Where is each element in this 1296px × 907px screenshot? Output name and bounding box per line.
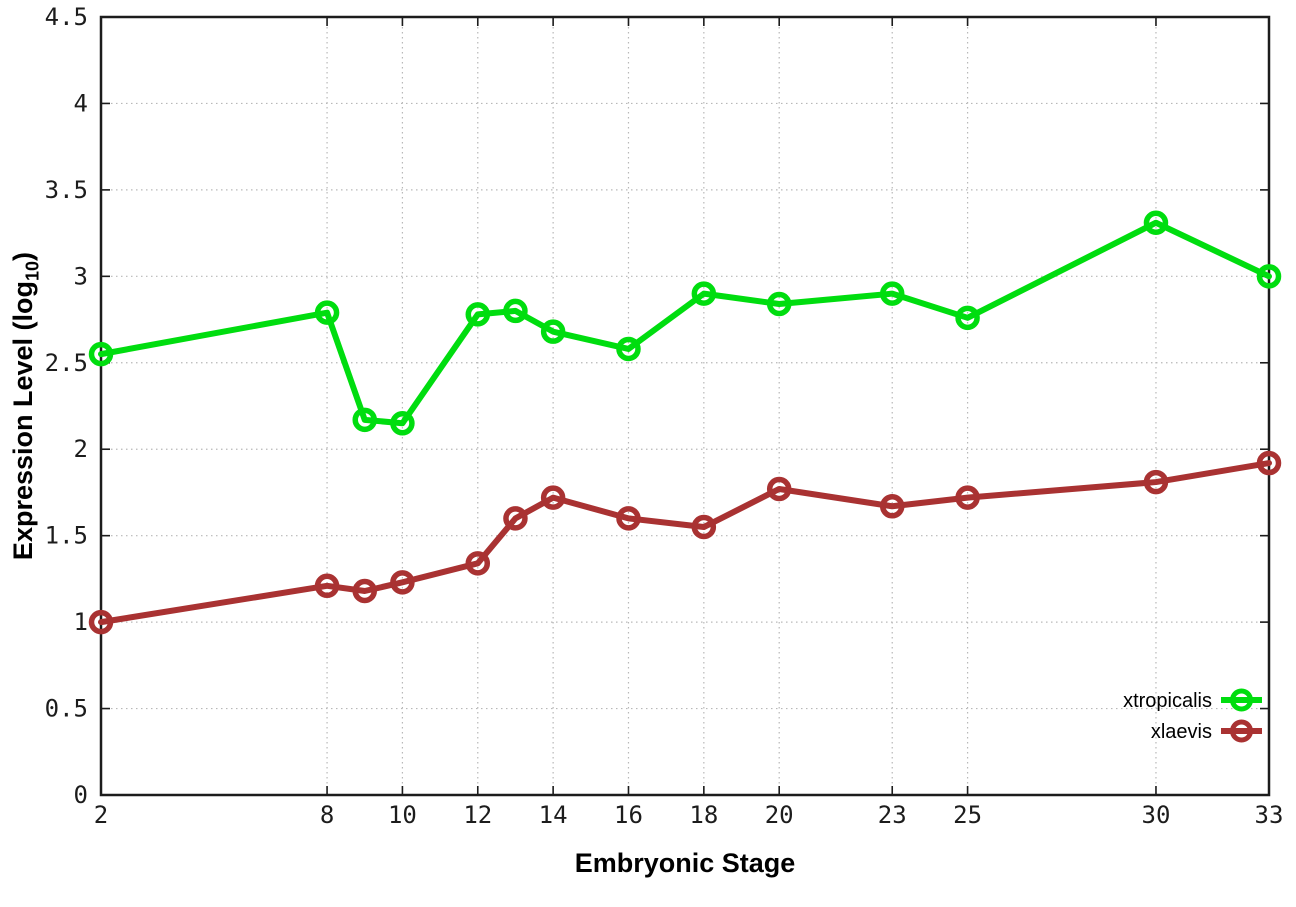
legend-marker-xlaevis (1230, 719, 1253, 743)
xtropicalis-point (503, 298, 528, 324)
x-tick-label: 2 (94, 801, 108, 829)
series-xtropicalis (88, 210, 1282, 436)
xlaevis-point (1143, 469, 1169, 495)
y-tick-label: 0.5 (45, 695, 88, 723)
xlaevis-point (691, 514, 717, 540)
y-axis-label-close: ) (8, 251, 38, 261)
x-tick-label: 14 (539, 801, 568, 829)
xlaevis-point (879, 494, 905, 519)
x-tick-label: 30 (1142, 801, 1171, 829)
y-tick-label: 3.5 (45, 176, 88, 204)
y-tick-label: 1 (74, 608, 88, 636)
xlaevis-point (766, 476, 792, 502)
y-axis-label-text: Expression Level (log (8, 280, 38, 561)
x-tick-label: 25 (953, 801, 982, 829)
xtropicalis-point (766, 291, 792, 317)
y-tick-label: 3 (74, 262, 88, 290)
xlaevis-point (390, 570, 415, 595)
legend-label-xlaevis: xlaevis (1151, 721, 1212, 743)
xlaevis-point (88, 609, 114, 635)
xtropicalis-point (314, 300, 340, 325)
gridlines (101, 17, 1269, 795)
xtropicalis-point (691, 281, 717, 306)
xtropicalis-point (88, 341, 114, 367)
xlaevis-line (98, 460, 1272, 626)
xtropicalis-point (540, 319, 566, 344)
series-xlaevis (88, 450, 1282, 635)
y-tick-label: 1.5 (45, 522, 88, 550)
xtropicalis-point (1143, 210, 1169, 235)
xlaevis-point (540, 485, 566, 510)
xtropicalis-point (879, 281, 905, 306)
x-tick-label: 18 (689, 801, 718, 829)
y-axis-label: Expression Level (log10) (8, 17, 44, 795)
xtropicalis-point (616, 336, 641, 362)
y-tick-labels: 0 0.5 1 1.5 2 2.5 3 3.5 4 4.5 (45, 3, 88, 809)
y-tick-label: 4 (74, 89, 88, 117)
y-tick-label: 2.5 (45, 349, 88, 377)
legend-marker-xtropicalis (1230, 688, 1253, 712)
legend: xtropicalis xlaevis (1123, 688, 1262, 743)
x-tick-label: 8 (320, 801, 334, 829)
xtropicalis-line (98, 219, 1272, 427)
xlaevis-point (465, 551, 491, 576)
xlaevis-point (314, 573, 340, 599)
x-tick-label: 10 (388, 801, 417, 829)
xlaevis-point (503, 506, 528, 531)
xtropicalis-point (352, 407, 377, 433)
x-tick-label: 12 (463, 801, 492, 829)
xtropicalis-point (955, 305, 980, 331)
plot-border (99, 15, 1271, 797)
x-axis-label: Embryonic Stage (574, 848, 796, 878)
xtropicalis-point (390, 411, 415, 436)
x-tick-label: 16 (614, 801, 643, 829)
xlaevis-point (616, 506, 641, 531)
x-tick-label: 23 (878, 801, 907, 829)
xtropicalis-point (465, 302, 491, 327)
legend-label-xtropicalis: xtropicalis (1123, 690, 1212, 712)
xlaevis-point (1256, 450, 1282, 476)
xtropicalis-point (1256, 264, 1282, 289)
y-tick-label: 4.5 (45, 3, 88, 31)
xlaevis-point (352, 578, 377, 604)
y-tick-label: 0 (74, 781, 88, 809)
x-tick-labels: 2 8 10 12 14 16 18 20 23 25 30 33 (94, 801, 1284, 829)
axis-ticks (100, 16, 1270, 796)
y-tick-label: 2 (74, 435, 88, 463)
x-tick-label: 20 (765, 801, 794, 829)
x-tick-label: 33 (1255, 801, 1284, 829)
xlaevis-point (955, 485, 980, 510)
y-axis-label-subscript: 10 (22, 260, 43, 281)
